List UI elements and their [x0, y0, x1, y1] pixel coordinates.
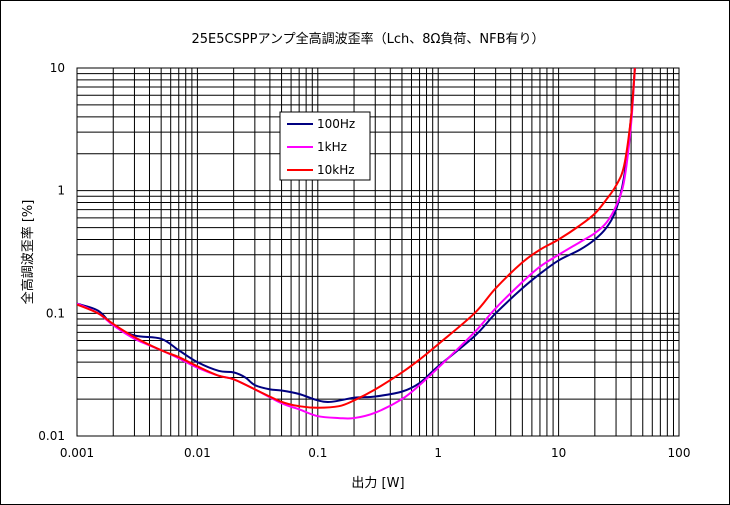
x-tick-label: 100: [668, 446, 691, 460]
y-tick-label: 1: [57, 184, 65, 198]
series-line-1khz: [77, 68, 636, 420]
x-axis-label: 出力 [W]: [351, 476, 404, 491]
legend-label: 10kHz: [317, 163, 355, 177]
legend-items: 100Hz 1kHz 10kHz: [287, 117, 355, 177]
series-line-100hz: [77, 68, 636, 403]
x-tick-label: 0.001: [60, 446, 94, 460]
plot-area: [76, 67, 680, 437]
x-tick-label: 10: [551, 446, 566, 460]
y-tick-label: 10: [50, 61, 65, 75]
y-axis-label: 全高調波歪率 [%]: [20, 200, 36, 305]
legend-label: 100Hz: [317, 117, 355, 131]
x-tick-label: 0.1: [308, 446, 327, 460]
x-tick-label: 1: [434, 446, 442, 460]
x-tick-label: 0.01: [184, 446, 211, 460]
y-tick-labels: 10 1 0.1 0.01: [38, 61, 65, 443]
grid-lines: [76, 68, 679, 437]
legend: 100Hz 1kHz 10kHz: [279, 111, 371, 181]
y-tick-label: 0.01: [38, 429, 65, 443]
y-tick-label: 0.1: [46, 306, 65, 320]
x-tick-labels: 0.001 0.01 0.1 1 10 100: [60, 446, 691, 460]
series-lines: [77, 68, 636, 420]
legend-label: 1kHz: [317, 140, 347, 154]
series-line-10khz: [77, 68, 636, 409]
chart-title: 25E5CSPPアンプ全高調波歪率（Lch、8Ω負荷、NFB有り）: [191, 31, 544, 47]
